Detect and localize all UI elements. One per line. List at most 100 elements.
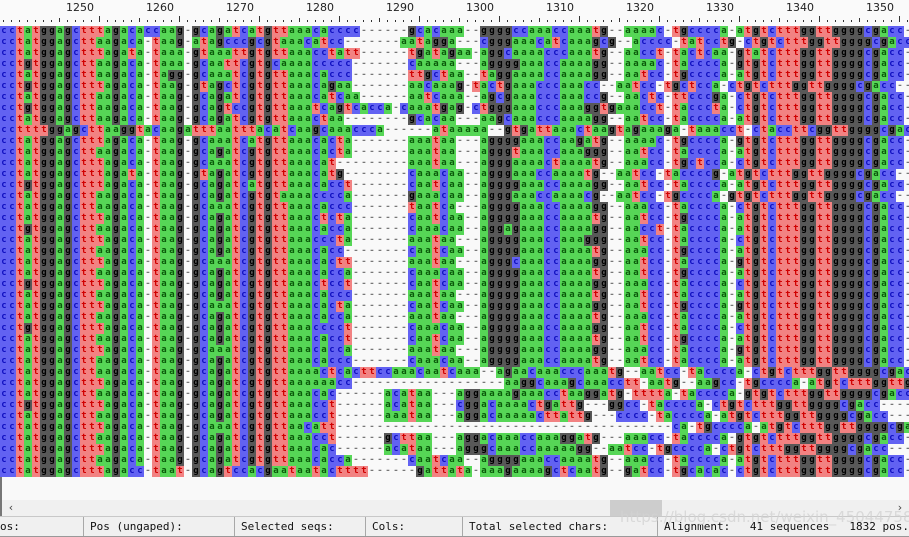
nucleotide-cell[interactable]: g [264,378,272,389]
nucleotide-cell[interactable]: a [288,103,296,114]
nucleotide-cell[interactable]: g [192,246,200,257]
nucleotide-cell[interactable]: t [280,92,288,103]
nucleotide-cell[interactable]: a [160,378,168,389]
nucleotide-cell[interactable]: c [240,158,248,169]
nucleotide-cell[interactable]: a [24,37,32,48]
nucleotide-cell[interactable]: c [640,224,648,235]
nucleotide-cell[interactable]: g [248,455,256,466]
nucleotide-cell[interactable]: c [344,70,352,81]
nucleotide-cell[interactable]: g [736,411,744,422]
nucleotide-cell[interactable]: t [776,114,784,125]
nucleotide-cell[interactable]: a [424,400,432,411]
nucleotide-cell[interactable]: a [448,268,456,279]
nucleotide-cell[interactable]: g [752,202,760,213]
nucleotide-cell[interactable]: a [496,367,504,378]
nucleotide-cell[interactable]: a [416,257,424,268]
nucleotide-cell[interactable]: a [136,235,144,246]
gap-cell[interactable]: - [904,235,909,246]
nucleotide-cell[interactable]: a [296,290,304,301]
nucleotide-cell[interactable]: a [168,378,176,389]
nucleotide-cell[interactable]: g [496,334,504,345]
nucleotide-cell[interactable]: t [672,202,680,213]
nucleotide-cell[interactable]: g [248,433,256,444]
nucleotide-cell[interactable]: g [800,224,808,235]
nucleotide-cell[interactable]: g [504,235,512,246]
nucleotide-cell[interactable]: a [168,37,176,48]
gap-cell[interactable]: - [608,147,616,158]
nucleotide-cell[interactable]: a [136,411,144,422]
nucleotide-cell[interactable]: a [296,367,304,378]
nucleotide-cell[interactable]: c [896,290,904,301]
nucleotide-cell[interactable]: g [112,356,120,367]
nucleotide-cell[interactable]: c [440,455,448,466]
nucleotide-cell[interactable]: g [856,103,864,114]
nucleotide-cell[interactable]: g [744,191,752,202]
nucleotide-cell[interactable]: g [512,268,520,279]
nucleotide-cell[interactable]: g [112,235,120,246]
nucleotide-cell[interactable]: a [560,455,568,466]
gap-cell[interactable]: - [616,422,624,433]
nucleotide-cell[interactable]: a [624,59,632,70]
nucleotide-cell[interactable]: g [112,268,120,279]
gap-cell[interactable]: - [592,400,600,411]
gap-cell[interactable]: - [400,455,408,466]
nucleotide-cell[interactable]: a [880,59,888,70]
nucleotide-cell[interactable]: t [280,147,288,158]
gap-cell[interactable]: - [608,356,616,367]
nucleotide-cell[interactable]: a [424,158,432,169]
gap-cell[interactable]: - [608,213,616,224]
nucleotide-cell[interactable]: c [0,422,8,433]
nucleotide-cell[interactable]: t [88,334,96,345]
nucleotide-cell[interactable]: t [32,180,40,191]
nucleotide-cell[interactable]: a [480,224,488,235]
nucleotide-cell[interactable]: g [192,301,200,312]
nucleotide-cell[interactable]: a [320,169,328,180]
nucleotide-cell[interactable]: a [432,191,440,202]
nucleotide-cell[interactable]: g [496,26,504,37]
nucleotide-cell[interactable]: a [56,411,64,422]
nucleotide-cell[interactable]: c [696,224,704,235]
nucleotide-cell[interactable]: a [712,466,720,477]
nucleotide-cell[interactable]: a [424,455,432,466]
nucleotide-cell[interactable]: g [248,114,256,125]
nucleotide-cell[interactable]: c [256,37,264,48]
nucleotide-cell[interactable]: a [456,26,464,37]
nucleotide-cell[interactable]: g [840,202,848,213]
nucleotide-cell[interactable]: g [264,400,272,411]
nucleotide-cell[interactable]: g [248,400,256,411]
nucleotide-cell[interactable]: t [776,70,784,81]
nucleotide-cell[interactable]: c [656,455,664,466]
gap-cell[interactable]: - [728,180,736,191]
nucleotide-cell[interactable]: a [448,169,456,180]
nucleotide-cell[interactable]: a [632,356,640,367]
nucleotide-cell[interactable]: c [200,411,208,422]
nucleotide-cell[interactable]: g [488,59,496,70]
nucleotide-cell[interactable]: g [216,169,224,180]
nucleotide-cell[interactable]: t [736,125,744,136]
nucleotide-cell[interactable]: a [248,180,256,191]
nucleotide-cell[interactable]: g [176,356,184,367]
nucleotide-cell[interactable]: t [256,235,264,246]
nucleotide-cell[interactable]: c [888,455,896,466]
nucleotide-cell[interactable]: g [672,191,680,202]
nucleotide-cell[interactable]: a [632,26,640,37]
nucleotide-cell[interactable]: t [224,59,232,70]
gap-cell[interactable]: - [464,334,472,345]
nucleotide-cell[interactable]: g [544,400,552,411]
nucleotide-cell[interactable]: a [568,455,576,466]
nucleotide-cell[interactable]: a [560,378,568,389]
nucleotide-cell[interactable]: a [288,224,296,235]
nucleotide-cell[interactable]: c [128,400,136,411]
nucleotide-cell[interactable]: c [320,125,328,136]
nucleotide-cell[interactable]: t [152,147,160,158]
nucleotide-cell[interactable]: c [720,125,728,136]
nucleotide-cell[interactable]: t [232,48,240,59]
nucleotide-cell[interactable]: a [24,334,32,345]
gap-cell[interactable]: - [384,114,392,125]
gap-cell[interactable]: - [728,268,736,279]
nucleotide-cell[interactable]: g [840,158,848,169]
gap-cell[interactable]: - [360,246,368,257]
nucleotide-cell[interactable]: c [200,235,208,246]
